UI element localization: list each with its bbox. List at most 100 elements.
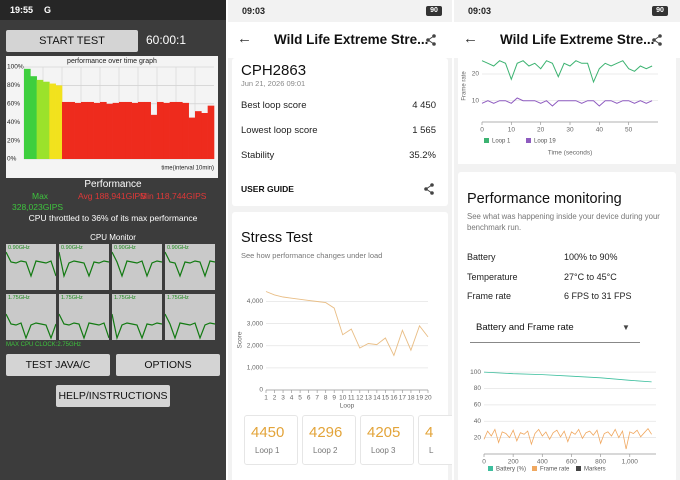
y-tick-label: 100%	[7, 64, 24, 71]
bar	[195, 111, 202, 159]
loop-name: Loop 1	[255, 446, 280, 455]
y-tick-label: 100	[470, 369, 481, 376]
chart-dropdown[interactable]: Battery and Frame rate ▼	[470, 318, 640, 343]
x-axis-label: Time (seconds)	[548, 150, 593, 157]
x-tick-label: 15	[382, 395, 390, 402]
chart: 10 20 0 10 20 30 40 50 Frame rate Loop 1 Loop 19 Ti…	[462, 60, 658, 157]
bar	[201, 113, 208, 159]
max-label: Max	[32, 191, 49, 201]
fps-card: 10 20 0 10 20 30 40 50 Frame rate Loop 1 Loop 19 Ti…	[458, 58, 676, 164]
cpu-trace	[6, 313, 56, 340]
bar	[43, 81, 50, 159]
share-icon-line	[653, 35, 661, 45]
chart: 20 40 60 80 100 0 200 400 600 800 1,000 Battery (%)…	[470, 369, 656, 473]
back-button[interactable]: ←	[237, 30, 252, 47]
back-button[interactable]: ←	[463, 30, 478, 47]
x-tick-label: 7	[315, 395, 319, 402]
bar	[55, 85, 63, 159]
y-tick-label: 0%	[7, 156, 17, 163]
legend-swatch	[488, 466, 493, 471]
cpu-core-cell: 0.90GHz	[6, 244, 56, 290]
screen-title: Wild Life Extreme Stre...	[274, 32, 429, 47]
help-button[interactable]: HELP/INSTRUCTIONS	[56, 385, 170, 407]
y-tick-label: 10	[472, 97, 480, 104]
menu-button-label: TEST JAVA/C	[25, 359, 91, 371]
bar	[100, 101, 107, 159]
menu-button[interactable]: TEST JAVA/C	[6, 354, 110, 376]
user-guide-link[interactable]: USER GUIDE	[241, 184, 294, 194]
cpu-core-clock: 0.90GHz	[61, 245, 83, 251]
dropdown-caret: ▼	[622, 323, 630, 332]
stat-label: Best loop score	[241, 100, 307, 111]
menu-button[interactable]: OPTIONS	[116, 354, 220, 376]
x-tick-label: 3	[281, 395, 285, 402]
y-tick-label: 20%	[7, 137, 20, 144]
bar	[36, 79, 44, 159]
bar	[144, 101, 151, 159]
legend-swatch	[526, 138, 531, 143]
chart[interactable]	[228, 0, 452, 60]
battery-level: 90	[656, 7, 664, 14]
y-tick-label: 80%	[7, 82, 20, 89]
chart[interactable]	[454, 0, 680, 60]
bar	[169, 101, 177, 159]
chart	[112, 313, 162, 340]
stress-card: Stress Test See how performance changes u…	[232, 212, 452, 480]
bar	[112, 102, 120, 159]
x-tick-label: 12	[356, 395, 364, 402]
chart	[6, 251, 56, 278]
bar	[163, 102, 170, 159]
loop-score-card: 4450 Loop 1	[244, 415, 298, 465]
cpu-trace	[59, 251, 109, 279]
legend-swatch	[532, 466, 537, 471]
stat-value: 35.2%	[409, 150, 436, 161]
x-tick-label: 16	[390, 395, 398, 402]
bar	[150, 114, 158, 159]
status-time: 09:03	[468, 6, 492, 16]
loop-score-card: 4205 Loop 3	[360, 415, 414, 465]
monitor-value: 27°C to 45°C	[564, 271, 617, 282]
share-icon-line	[427, 35, 435, 45]
cpu-trace	[112, 313, 162, 340]
battery-badge: 90	[652, 6, 668, 16]
cpu-trace	[112, 251, 162, 278]
cpu-core-cell: 0.90GHz	[59, 244, 109, 290]
share-icon-line	[425, 184, 433, 194]
run-date: Jun 21, 2026 09:01	[241, 79, 306, 88]
y-tick-label: 0	[259, 387, 263, 394]
x-axis-label: Loop	[340, 403, 355, 410]
cpu-core-clock: 0.90GHz	[114, 245, 136, 251]
stat-label: Lowest loop score	[241, 125, 318, 136]
dropdown-label: Battery and Frame rate	[476, 322, 574, 333]
bar	[125, 101, 132, 159]
loop-score: 4	[425, 424, 434, 441]
loop-name: L	[429, 446, 434, 455]
y-tick-label: 1,000	[247, 365, 264, 372]
start-button[interactable]: START TEST	[6, 30, 138, 52]
avg: Avg 188,941GIPS	[78, 191, 146, 201]
cpu-throttle-app: 19:55 G START TEST 60:00:1 performance over …	[0, 0, 226, 480]
screen-title: Wild Life Extreme Stre...	[500, 32, 655, 47]
chart	[424, 183, 434, 195]
loop-score: 4450	[251, 424, 285, 441]
bar	[30, 76, 37, 159]
y-tick-label: 40%	[7, 119, 20, 126]
stat-value: 4 450	[412, 100, 436, 111]
chart	[59, 251, 109, 279]
monitoring-subtitle: See what was happening inside your devic…	[467, 212, 660, 232]
cpu-trace	[165, 313, 215, 340]
bar	[81, 101, 88, 159]
cpu-core-cell: 1.75GHz	[165, 294, 215, 340]
x-tick-label: 14	[373, 395, 381, 402]
x-tick-label: 800	[595, 459, 606, 466]
x-tick-label: 6	[307, 395, 311, 402]
legend-label: Loop 19	[534, 139, 556, 145]
monitoring-screen: 09:03 90 ← Wild Life Extreme Stre... 10 20 0 10…	[454, 0, 680, 480]
x-tick-label: 400	[537, 459, 548, 466]
stress-test-screen: 09:03 90 ← Wild Life Extreme Stre... CPH2863…	[228, 0, 452, 480]
battery-level: 90	[430, 7, 438, 14]
perf-graph: performance over time graph 0% 20% 40% 60% 80…	[6, 56, 218, 178]
x-tick-label: 18	[407, 395, 415, 402]
